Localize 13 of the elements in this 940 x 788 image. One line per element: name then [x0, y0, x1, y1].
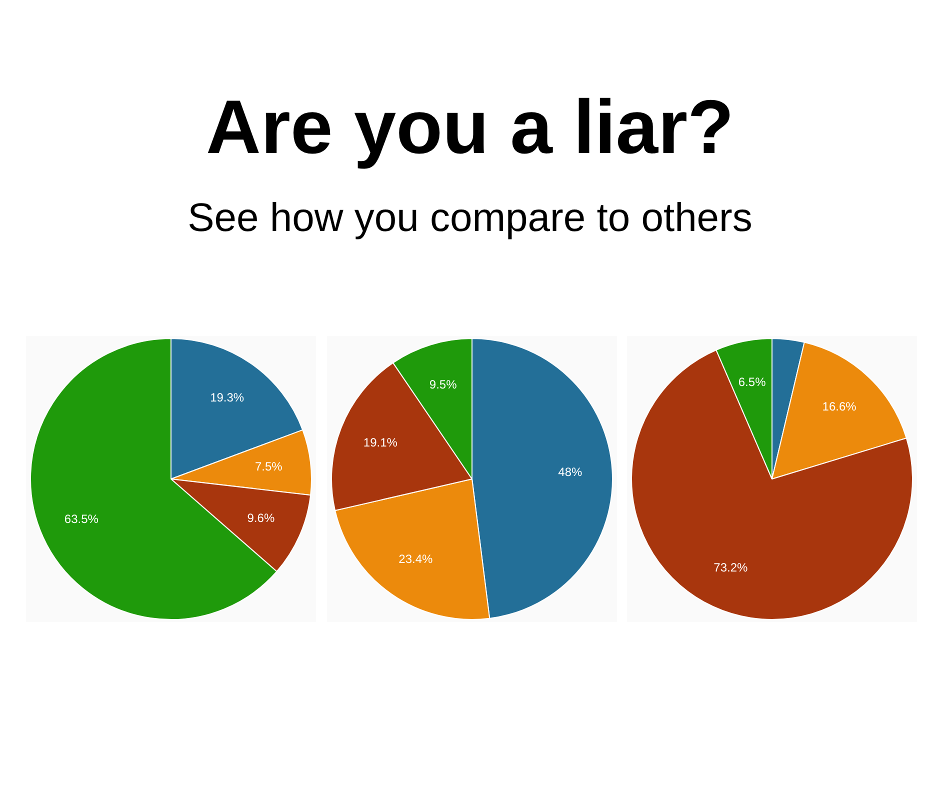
data-label: 7.5% — [254, 459, 283, 474]
data-label: 16.6% — [822, 400, 857, 414]
text: Are you a liar? — [205, 84, 735, 172]
data-label: 63.5% — [64, 512, 99, 526]
data-label: 73.2% — [714, 560, 748, 575]
text: See how you compare to others — [186, 196, 754, 241]
data-label: 9.5% — [429, 377, 458, 392]
data-label: 48% — [558, 465, 582, 480]
data-label: 6.5% — [738, 375, 766, 390]
data-label: 9.6% — [247, 511, 275, 526]
data-label: 19.1% — [363, 435, 398, 450]
data-label: 19.3% — [210, 390, 244, 405]
data-label: 23.4% — [398, 552, 434, 566]
